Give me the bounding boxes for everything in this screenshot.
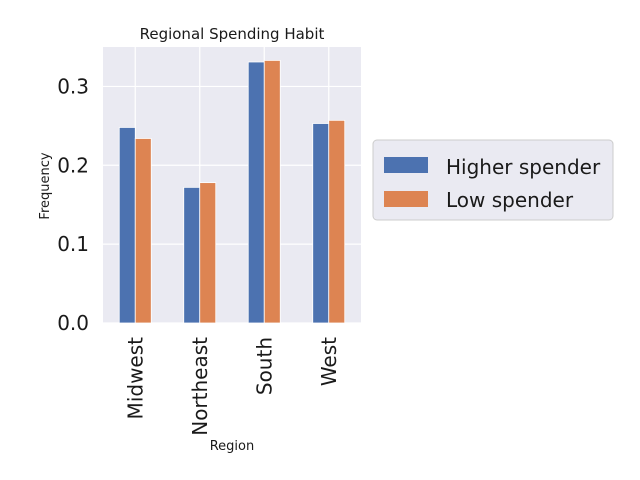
x-tick-label: South xyxy=(252,337,276,395)
legend-box xyxy=(372,139,614,221)
x-axis-title: Region xyxy=(210,439,255,454)
bar-higher-spender-south xyxy=(247,61,265,324)
y-tick-label: 0.1 xyxy=(57,232,89,256)
legend-swatch-low-spender xyxy=(384,191,428,207)
bar-low-spender-northeast xyxy=(199,182,217,324)
y-axis-title: Frequency xyxy=(38,152,53,219)
x-tick-label: Northeast xyxy=(188,337,212,436)
y-tick-label: 0.2 xyxy=(57,153,89,177)
y-axis-ticks: 0.0 0.1 0.2 0.3 xyxy=(57,74,89,335)
legend-swatch-higher-spender xyxy=(384,157,428,173)
x-tick-label: West xyxy=(317,337,341,386)
bars xyxy=(118,60,346,324)
bar-higher-spender-northeast xyxy=(183,186,201,324)
chart-title: Regional Spending Habit xyxy=(140,25,325,43)
y-tick-label: 0.0 xyxy=(57,311,89,335)
bar-low-spender-south xyxy=(263,60,281,324)
bar-low-spender-midwest xyxy=(134,138,152,324)
bar-higher-spender-west xyxy=(312,123,330,324)
bar-higher-spender-midwest xyxy=(118,127,136,324)
bar-low-spender-west xyxy=(328,119,346,324)
legend: Higher spender Low spender xyxy=(372,139,614,221)
y-tick-label: 0.3 xyxy=(57,74,89,98)
legend-label-low-spender: Low spender xyxy=(446,188,574,212)
legend-label-higher-spender: Higher spender xyxy=(446,155,601,179)
x-axis-ticks: Midwest Northeast South West xyxy=(123,337,341,436)
x-tick-label: Midwest xyxy=(123,337,147,420)
